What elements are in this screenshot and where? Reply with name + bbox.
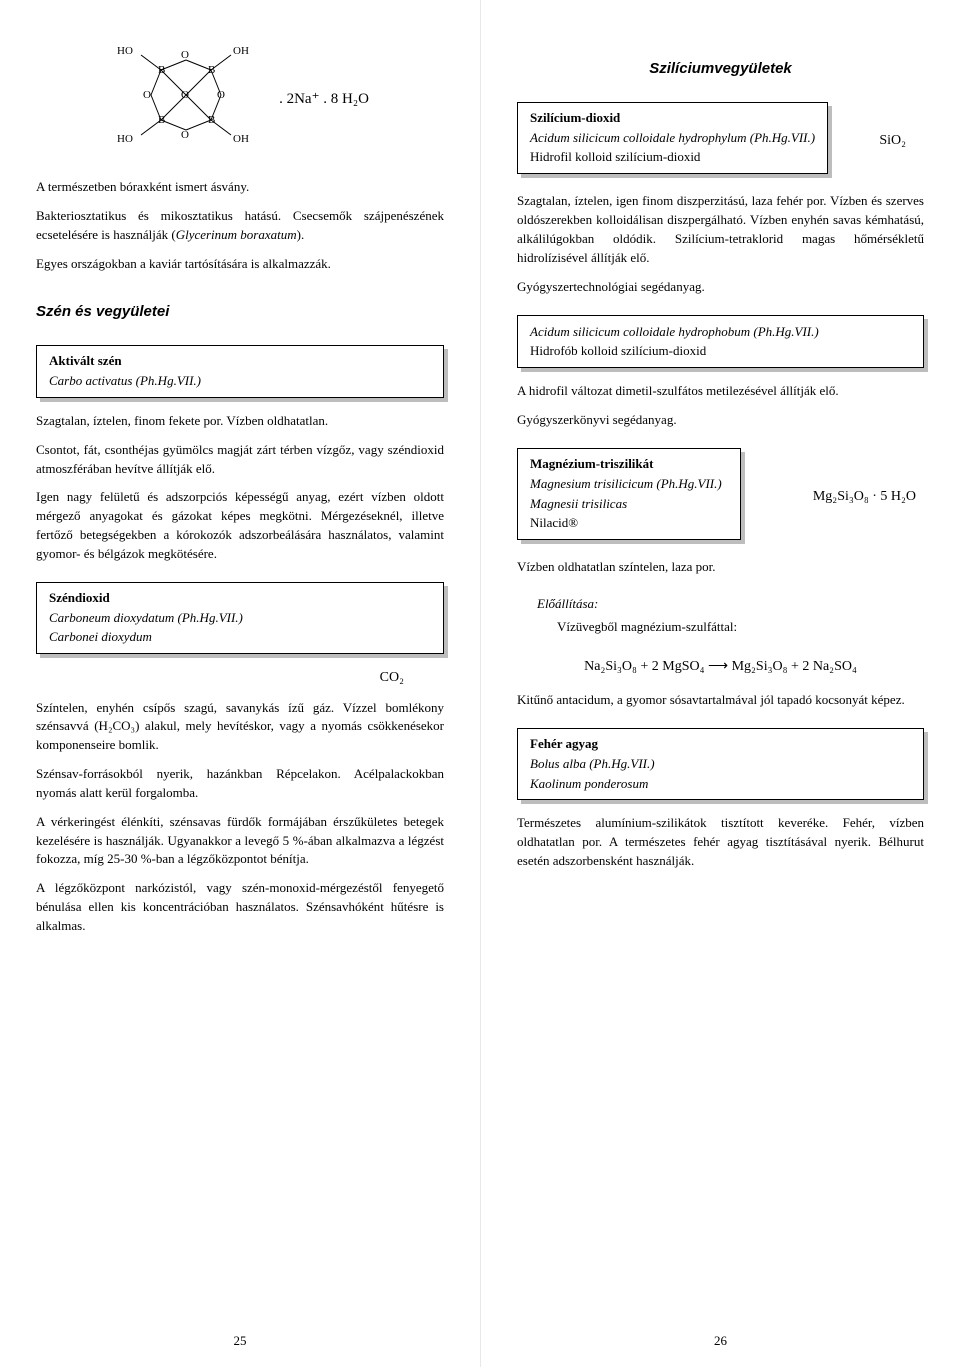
box-sio2h-latin: Acidum silicicum colloidale hydrophobum …	[530, 323, 911, 342]
p-mg-1: Vízben oldhatatlan színtelen, laza por.	[517, 558, 924, 577]
box-activated-carbon: Aktivált szén Carbo activatus (Ph.Hg.VII…	[36, 345, 444, 398]
svg-text:O: O	[143, 89, 151, 101]
svg-text:OH: OH	[233, 133, 249, 145]
svg-text:B: B	[158, 114, 165, 126]
page-number-26: 26	[481, 1332, 960, 1351]
borax-structure-svg: O O O O B B B B O HO OH HO OH	[111, 40, 261, 160]
box-sio2-sub: Hidrofil kolloid szilícium-dioxid	[530, 148, 815, 167]
p-co2-4: A légzőközpont narkózistól, vagy szén-mo…	[36, 879, 444, 936]
p-borax-2: Bakteriosztatikus és mikosztatikus hatás…	[36, 207, 444, 245]
svg-text:O: O	[217, 89, 225, 101]
p-mg-2: Vízüvegből magnézium-szulfáttal:	[517, 618, 924, 637]
svg-text:B: B	[158, 64, 165, 76]
box-sio2-title: Szilícium-dioxid	[530, 109, 815, 128]
p-carbon-3: Igen nagy felületű és adszorpciós képess…	[36, 488, 444, 563]
p-borax-3: Egyes országokban a kaviár tartósítására…	[36, 255, 444, 274]
box-co2: Széndioxid Carboneum dioxydatum (Ph.Hg.V…	[36, 582, 444, 655]
box-mg-trisilicate: Magnézium-triszilikát Magnesium trisilic…	[517, 448, 741, 540]
box-mg-latin2: Magnesii trisilicas	[530, 495, 728, 514]
svg-text:OH: OH	[233, 45, 249, 57]
borax-structure-row: O O O O B B B B O HO OH HO OH . 2Na⁺ . 8…	[36, 40, 444, 160]
box-mg-brand: Nilacid®	[530, 514, 728, 533]
box-sio2h-sub: Hidrofób kolloid szilícium-dioxid	[530, 342, 911, 361]
p-co2-3: A vérkeringést élénkíti, szénsavas fürdő…	[36, 813, 444, 870]
p-carbon-1: Szagtalan, íztelen, finom fekete por. Ví…	[36, 412, 444, 431]
box-sio2-hydrophob: Acidum silicicum colloidale hydrophobum …	[517, 315, 924, 369]
mg-equation: Na₂Si₃O₈ + 2 MgSO₄ ⟶ Mg₂Si₃O₈ + 2 Na₂SO₄	[517, 657, 924, 677]
box-bolus-title: Fehér agyag	[530, 735, 911, 754]
p-carbon-2: Csontot, fát, csonthéjas gyümölcs magját…	[36, 441, 444, 479]
page-26: Szilíciumvegyületek Szilícium-dioxid Aci…	[480, 0, 960, 1367]
page-number-25: 25	[0, 1332, 480, 1351]
box-mg-title: Magnézium-triszilikát	[530, 455, 728, 474]
box-co2-title: Széndioxid	[49, 589, 431, 608]
svg-text:HO: HO	[117, 133, 133, 145]
sio2-formula: SiO₂	[879, 131, 924, 151]
svg-text:O: O	[181, 89, 189, 101]
p-sio2h-2: Gyógyszerkönyvi segédanyag.	[517, 411, 924, 430]
svg-text:B: B	[208, 114, 215, 126]
box-bolus-alba: Fehér agyag Bolus alba (Ph.Hg.VII.) Kaol…	[517, 728, 924, 801]
p-borax-2b: ).	[297, 227, 305, 242]
p-mg-label: Előállítása:	[517, 595, 924, 614]
svg-text:O: O	[181, 49, 189, 61]
box-bolus-latin1: Bolus alba (Ph.Hg.VII.)	[530, 755, 911, 774]
box-bolus-latin2: Kaolinum ponderosum	[530, 775, 911, 794]
svg-text:HO: HO	[117, 45, 133, 57]
p-co2-1: Színtelen, enyhén csípős szagú, savanyká…	[36, 699, 444, 756]
box-mg-latin1: Magnesium trisilicicum (Ph.Hg.VII.)	[530, 475, 728, 494]
mg-formula: Mg₂Si₃O₈ · 5 H₂O	[813, 487, 924, 507]
p-sio2-2: Gyógyszertechnológiai segédanyag.	[517, 278, 924, 297]
section-carbon: Szén és vegyületei	[36, 301, 444, 323]
box-sio2-latin: Acidum silicicum colloidale hydrophylum …	[530, 129, 815, 148]
p-mg-3: Kitűnő antacidum, a gyomor sósavtartalmá…	[517, 691, 924, 710]
box-sio2-hydrophil: Szilícium-dioxid Acidum silicicum colloi…	[517, 102, 828, 175]
box-activated-carbon-title: Aktivált szén	[49, 352, 431, 371]
box-co2-latin2: Carbonei dioxydum	[49, 628, 431, 647]
borax-formula-trailer: . 2Na⁺ . 8 H₂O	[279, 89, 369, 111]
svg-text:O: O	[181, 129, 189, 141]
p-borax-2i: Glycerinum boraxatum	[176, 227, 297, 242]
box-co2-latin1: Carboneum dioxydatum (Ph.Hg.VII.)	[49, 609, 431, 628]
p-sio2-1: Szagtalan, íztelen, igen finom diszperzi…	[517, 192, 924, 267]
p-bolus-1: Természetes alumínium-szilikátok tisztít…	[517, 814, 924, 871]
co2-formula: CO₂	[36, 668, 444, 688]
svg-text:B: B	[208, 64, 215, 76]
page-25: O O O O B B B B O HO OH HO OH . 2Na⁺ . 8…	[0, 0, 480, 1367]
p-borax-1: A természetben bóraxként ismert ásvány.	[36, 178, 444, 197]
section-silicon: Szilíciumvegyületek	[517, 58, 924, 80]
mg-head-row: Magnézium-triszilikát Magnesium trisilic…	[517, 440, 924, 554]
p-co2-2: Szénsav-forrásokból nyerik, hazánkban Ré…	[36, 765, 444, 803]
box-activated-carbon-latin: Carbo activatus (Ph.Hg.VII.)	[49, 372, 431, 391]
sio2-head-row: Szilícium-dioxid Acidum silicicum colloi…	[517, 94, 924, 189]
p-sio2h-1: A hidrofil változat dimetil-szulfátos me…	[517, 382, 924, 401]
